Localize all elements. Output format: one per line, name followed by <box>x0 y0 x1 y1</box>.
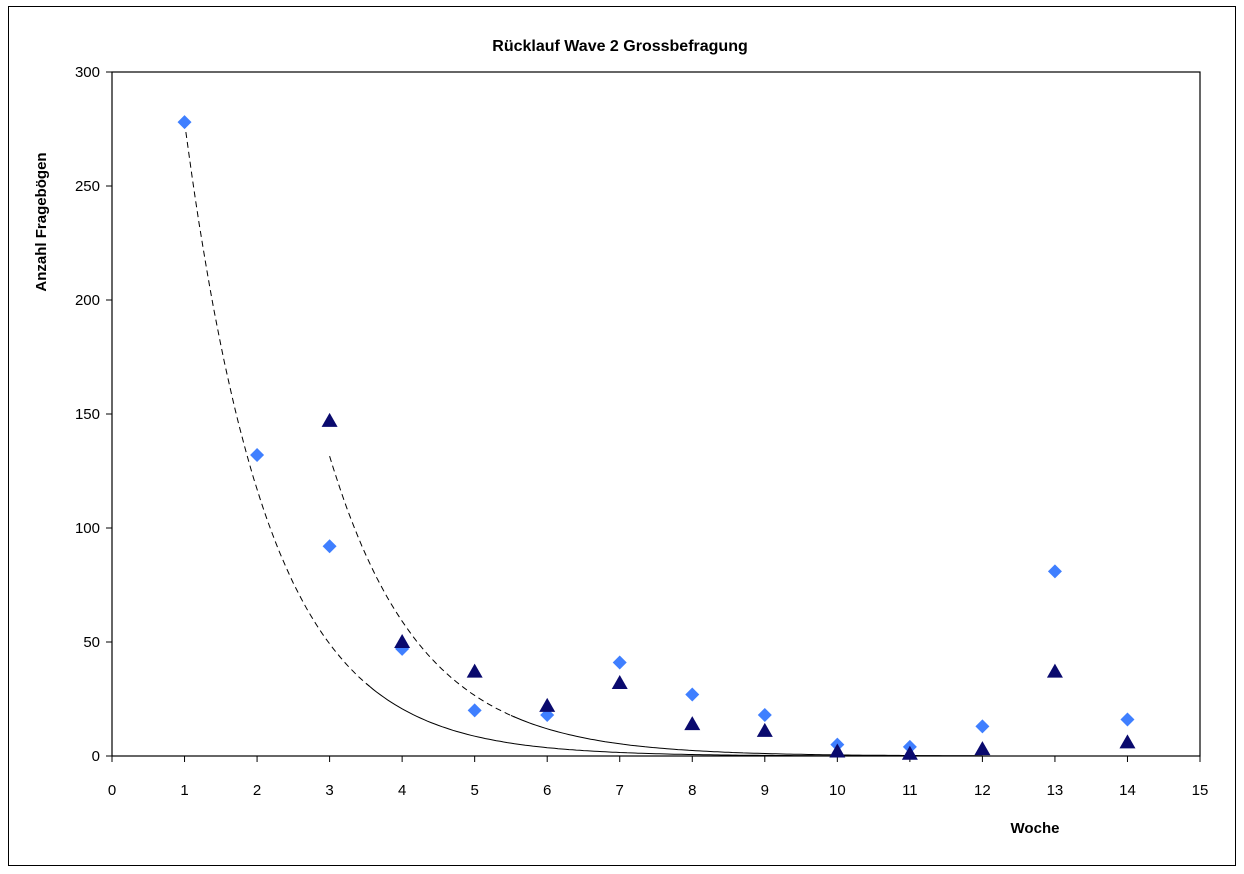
x-tick-label: 6 <box>543 782 551 799</box>
diamond-point <box>1120 712 1135 727</box>
x-axis-label: Woche <box>1011 820 1060 837</box>
triangle-point <box>1046 663 1063 678</box>
diamond-point <box>1047 564 1062 579</box>
x-tick-label: 1 <box>180 782 188 799</box>
triangle-point <box>539 697 556 712</box>
diamond-point <box>685 687 700 702</box>
y-tick-label: 250 <box>75 178 100 195</box>
y-tick-label: 150 <box>75 406 100 423</box>
trendlines <box>184 122 983 757</box>
y-tick-label: 200 <box>75 292 100 309</box>
triangle-point <box>901 745 918 760</box>
diamond-point <box>757 707 772 722</box>
diamond-point <box>177 115 192 130</box>
triangle-point <box>756 722 773 737</box>
diamond-point <box>467 703 482 718</box>
data-points <box>177 115 1136 760</box>
diamond-point <box>322 539 337 554</box>
x-tick-label: 13 <box>1047 782 1064 799</box>
y-tick-label: 300 <box>75 64 100 81</box>
x-tick-label: 8 <box>688 782 696 799</box>
y-axis-label: Anzahl Fragebögen <box>33 152 50 291</box>
diamond-point <box>612 655 627 670</box>
trendline-1-dashed <box>184 122 370 687</box>
y-tick-label: 100 <box>75 520 100 537</box>
x-tick-label: 4 <box>398 782 406 799</box>
diamond-point <box>250 448 265 463</box>
y-tick-label: 0 <box>92 748 100 765</box>
triangle-point <box>611 675 628 690</box>
trendline-2-solid <box>510 714 983 757</box>
x-tick-label: 10 <box>829 782 846 799</box>
x-tick-label: 12 <box>974 782 991 799</box>
x-tick-label: 14 <box>1119 782 1136 799</box>
trendline-1-solid <box>365 682 983 757</box>
x-tick-label: 2 <box>253 782 261 799</box>
plot-area <box>111 71 1201 757</box>
triangle-point <box>684 716 701 731</box>
triangle-point <box>1119 734 1136 749</box>
triangle-point <box>466 663 483 678</box>
chart-title: Rücklauf Wave 2 Grossbefragung <box>492 38 747 55</box>
triangle-point <box>321 412 338 427</box>
trendline-2-dashed <box>329 455 515 718</box>
chart-frame <box>8 6 1236 866</box>
triangle-point <box>974 741 991 756</box>
x-tick-label: 0 <box>108 782 116 799</box>
triangle-point <box>829 743 846 758</box>
x-tick-label: 9 <box>761 782 769 799</box>
y-tick-label: 50 <box>83 634 100 651</box>
x-tick-label: 3 <box>325 782 333 799</box>
x-tick-label: 7 <box>616 782 624 799</box>
diamond-point <box>975 719 990 734</box>
x-tick-label: 11 <box>902 782 918 799</box>
x-tick-label: 15 <box>1192 782 1209 799</box>
triangle-point <box>394 634 411 648</box>
x-tick-label: 5 <box>470 782 478 799</box>
